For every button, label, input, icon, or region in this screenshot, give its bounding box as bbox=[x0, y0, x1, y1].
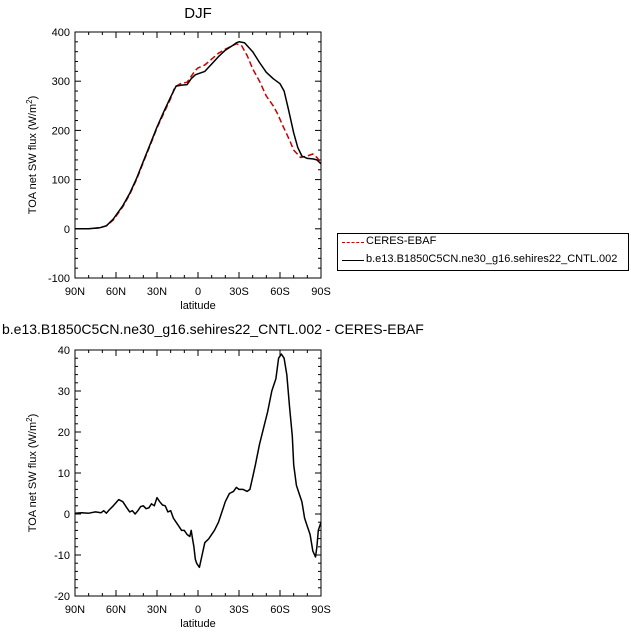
legend-label-ceres: CERES-EBAF bbox=[366, 235, 437, 247]
x-axis-label: latitude bbox=[180, 618, 215, 630]
y-tick-label: 100 bbox=[52, 175, 70, 187]
x-tick-label: 60N bbox=[106, 604, 126, 616]
y-tick-label: 30 bbox=[58, 386, 70, 398]
y-tick-label: -100 bbox=[48, 273, 70, 285]
y-tick-label: 200 bbox=[52, 125, 70, 137]
y-tick-label: 400 bbox=[52, 27, 70, 39]
y-tick-label: 10 bbox=[58, 468, 70, 480]
y-tick-label: -10 bbox=[54, 550, 70, 562]
legend-swatch-ceres bbox=[342, 242, 364, 243]
y-axis-label: TOA net SW flux (W/m2) bbox=[25, 414, 39, 533]
x-tick-label: 0 bbox=[195, 604, 201, 616]
legend-swatch-model bbox=[342, 260, 364, 261]
chart-title: DJF bbox=[184, 5, 212, 22]
legend-label-model: b.e13.B1850C5CN.ne30_g16.sehires22_CNTL.… bbox=[366, 253, 618, 265]
legend: CERES-EBAF b.e13.B1850C5CN.ne30_g16.sehi… bbox=[337, 233, 629, 271]
series-line-1 bbox=[74, 353, 322, 569]
x-tick-label: 60N bbox=[106, 286, 126, 298]
x-tick-label: 60S bbox=[270, 604, 290, 616]
x-tick-label: 30S bbox=[229, 604, 249, 616]
y-tick-label: 0 bbox=[64, 509, 70, 521]
y-tick-label: 20 bbox=[58, 427, 70, 439]
x-tick-label: 30N bbox=[147, 286, 167, 298]
legend-item-model: b.e13.B1850C5CN.ne30_g16.sehires22_CNTL.… bbox=[338, 252, 628, 270]
y-tick-label: 0 bbox=[64, 224, 70, 236]
series-line-1 bbox=[75, 43, 322, 230]
y-axis-label: TOA net SW flux (W/m2) bbox=[25, 96, 39, 215]
x-tick-label: 30N bbox=[147, 604, 167, 616]
plot-frame bbox=[74, 349, 322, 597]
x-tick-label: 90S bbox=[311, 286, 331, 298]
chart-panel-1: DJF -100 0 100 200 300 400 90N 60N 30N 0 30S 60S 90S l… bbox=[25, 5, 331, 312]
x-axis-label: latitude bbox=[180, 300, 215, 312]
x-tick-label: 30S bbox=[229, 286, 249, 298]
chart-title: b.e13.B1850C5CN.ne30_g16.sehires22_CNTL.… bbox=[2, 321, 424, 337]
y-tick-label: 300 bbox=[52, 76, 70, 88]
x-tick-label: 0 bbox=[195, 286, 201, 298]
y-tick-label: 40 bbox=[58, 345, 70, 357]
series-line-2 bbox=[75, 41, 322, 230]
y-tick-label: -20 bbox=[54, 591, 70, 603]
chart-panel-2: b.e13.B1850C5CN.ne30_g16.sehires22_CNTL.… bbox=[2, 321, 424, 630]
x-tick-label: 90S bbox=[311, 604, 331, 616]
legend-item-ceres: CERES-EBAF bbox=[338, 234, 628, 252]
x-tick-label: 90N bbox=[65, 604, 85, 616]
x-tick-label: 60S bbox=[270, 286, 290, 298]
x-tick-label: 90N bbox=[65, 286, 85, 298]
